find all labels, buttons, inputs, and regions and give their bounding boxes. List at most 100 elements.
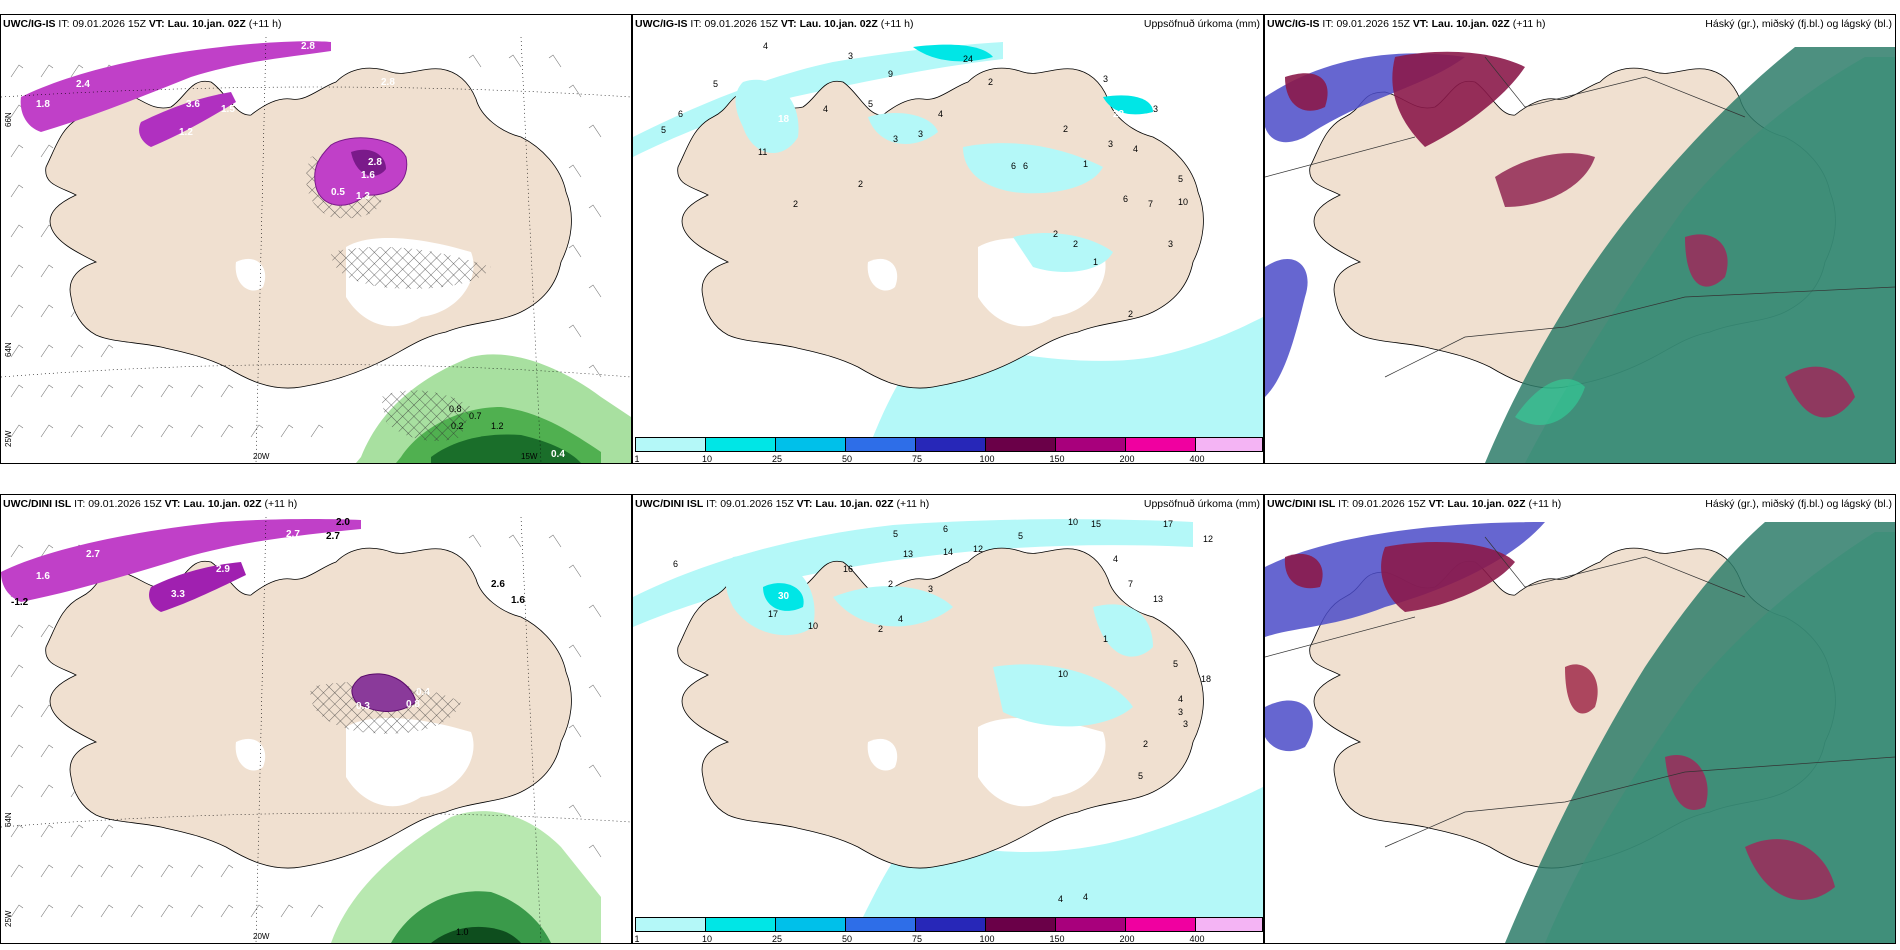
value-label: 1	[1083, 159, 1088, 169]
colorbar-cell	[1125, 917, 1197, 932]
value-label: 10	[808, 621, 818, 631]
value-label: 18	[1201, 674, 1211, 684]
value-label: 0.8	[449, 404, 462, 414]
colorbar-cell	[985, 437, 1057, 452]
value-label: 3	[928, 584, 933, 594]
value-label: 0.4	[416, 687, 430, 698]
vt-label: VT:	[1412, 18, 1429, 30]
value-labels: 4 3 24 2 5 9 6 5 18 4 11 5 3 2 2 6 6 4 3…	[661, 41, 1188, 319]
lat-label: 66N	[4, 112, 13, 127]
value-label: 10	[1178, 197, 1188, 207]
colorbar-cell	[635, 437, 707, 452]
iceland-land	[45, 67, 572, 389]
value-label: 13	[903, 549, 913, 559]
high-cloud	[1665, 755, 1708, 810]
high-cloud	[1785, 366, 1855, 418]
value-label: 1.6	[511, 595, 525, 606]
value-label: 4	[898, 614, 903, 624]
value-label: 11	[758, 147, 767, 157]
colorbar-tick: 200	[1119, 934, 1135, 944]
panel-header: UWC/DINI ISL IT: 09.01.2026 15Z VT: Lau.…	[3, 498, 297, 510]
value-label: 5	[713, 79, 718, 89]
vt-value: Lau. 10.jan. 02Z	[1431, 18, 1510, 30]
vt-value: Lau. 10.jan. 02Z	[815, 498, 894, 510]
panel-header: UWC/DINI ISL IT: 09.01.2026 15Z VT: Lau.…	[1267, 498, 1561, 510]
colorbar-cell	[1125, 437, 1197, 452]
value-label: 4	[1133, 144, 1138, 154]
lead-time: (+11 h)	[264, 498, 298, 510]
value-label: 22	[1113, 109, 1125, 120]
colorbar-cell	[845, 437, 917, 452]
it-label: IT:	[1338, 498, 1350, 510]
model-name: UWC/IG-IS	[635, 18, 688, 30]
cloud-map	[1265, 47, 1895, 463]
value-label: 30	[778, 591, 790, 602]
high-cloud	[1565, 664, 1598, 714]
precip-area	[633, 42, 1003, 157]
value-label: 3	[918, 129, 923, 139]
colorbar: 1 10 25 50 75 100 150 200 400	[634, 437, 1263, 464]
colorbar: 1 10 25 50 75 100 150 200 400	[634, 917, 1263, 944]
colorbar-tick: 10	[701, 454, 713, 464]
precip-area	[1103, 95, 1153, 115]
precip-area	[993, 664, 1133, 727]
value-label: 7	[1148, 199, 1153, 209]
purple-band	[20, 41, 331, 132]
value-label: 12	[1203, 534, 1213, 544]
colorbar-tick: 200	[1119, 454, 1135, 464]
value-label: 4	[823, 104, 828, 114]
colorbar-tick: 1	[634, 454, 640, 464]
value-label: 2	[988, 77, 993, 87]
vt-value: Lau. 10.jan. 02Z	[799, 18, 878, 30]
lat-label: 64N	[4, 342, 13, 357]
value-label: 0.2	[451, 421, 464, 431]
hatch-area	[381, 390, 471, 442]
precip-area	[863, 787, 1263, 917]
it-label: IT:	[58, 18, 70, 30]
precip-area	[763, 583, 804, 611]
lon-label: 20W	[253, 452, 270, 461]
model-name: UWC/DINI ISL	[3, 498, 72, 510]
lead-time: (+11 h)	[1528, 498, 1562, 510]
purple-band	[149, 562, 246, 612]
precip-area	[1093, 604, 1153, 657]
value-label: 24	[963, 54, 973, 64]
panel-right-title: Háský (gr.), miðský (fj.bl.) og lágský (…	[1705, 18, 1892, 30]
precip-map: 4 3 24 2 5 9 6 5 18 4 11 5 3 2 2 6 6 4 3…	[633, 41, 1263, 437]
value-label: 1.6	[361, 170, 375, 181]
model-name: UWC/DINI ISL	[635, 498, 704, 510]
panel-right-title: Háský (gr.), miðský (fj.bl.) og lágský (…	[1705, 498, 1892, 510]
green-area	[331, 811, 601, 943]
it-value: 09.01.2026 15Z	[720, 498, 794, 510]
value-label: 3	[1153, 104, 1158, 114]
colorbar-tick: 100	[979, 454, 995, 464]
value-label: 3	[1178, 707, 1183, 717]
panel-header: UWC/IG-IS IT: 09.01.2026 15Z VT: Lau. 10…	[3, 18, 282, 30]
colorbar-cell	[985, 917, 1057, 932]
wind-map: 64N 25W 20W 1.6 -1.2 2.7 2.9 2.7 2.0 2.7…	[1, 517, 631, 943]
vt-label: VT:	[148, 18, 165, 30]
value-label: 0.8	[406, 699, 420, 710]
lon-label: 15W	[521, 452, 538, 461]
value-label: 2.8	[381, 77, 395, 88]
model-name: UWC/IG-IS	[3, 18, 56, 30]
vt-label: VT:	[796, 498, 813, 510]
lat-label: 25W	[4, 910, 13, 927]
value-label: 1.8	[36, 99, 50, 110]
value-label: 4	[1083, 892, 1088, 902]
purple-area	[351, 673, 417, 712]
purple-core	[351, 149, 386, 176]
vt-value: Lau. 10.jan. 02Z	[167, 18, 246, 30]
precip-area	[1013, 232, 1113, 272]
wind-panel-dini: UWC/DINI ISL IT: 09.01.2026 15Z VT: Lau.…	[0, 494, 632, 944]
it-label: IT:	[690, 18, 702, 30]
lead-time: (+11 h)	[1512, 18, 1546, 30]
high-cloud	[1745, 839, 1835, 900]
value-label: 13	[1153, 594, 1163, 604]
value-label: 3.6	[186, 99, 200, 110]
value-label: 4	[1178, 694, 1183, 704]
value-label: 3	[1103, 74, 1108, 84]
it-value: 09.01.2026 15Z	[88, 498, 162, 510]
value-label: 10	[1068, 517, 1078, 527]
colorbar-tick: 400	[1189, 454, 1205, 464]
